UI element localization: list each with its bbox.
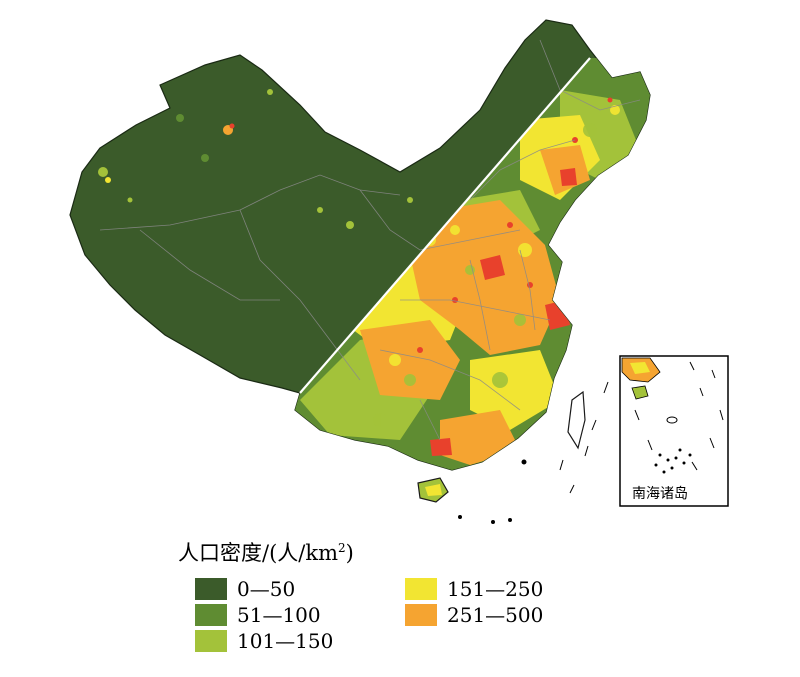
legend-swatch	[195, 578, 227, 600]
legend-label: 0—50	[237, 577, 296, 601]
inset-label: 南海诸岛	[632, 486, 688, 502]
legend-label: 251—500	[447, 603, 544, 627]
population-density-map: 南海诸岛	[69, 19, 729, 524]
legend-label: 51—100	[237, 603, 321, 627]
legend-swatch	[195, 604, 227, 626]
legend-swatch	[405, 578, 437, 600]
taiwan-island	[567, 390, 586, 450]
hu-line	[299, 57, 591, 394]
legend-swatch	[195, 630, 227, 652]
legend-label: 151—250	[447, 577, 544, 601]
western-speckles	[98, 89, 413, 229]
province-borders	[99, 39, 641, 441]
sea-islands	[458, 381, 609, 524]
legend-swatch	[405, 604, 437, 626]
south-china-sea-inset: 南海诸岛	[619, 355, 729, 507]
legend-title: 人口密度/(人/km2)	[178, 541, 354, 565]
legend-label: 101—150	[237, 629, 334, 653]
